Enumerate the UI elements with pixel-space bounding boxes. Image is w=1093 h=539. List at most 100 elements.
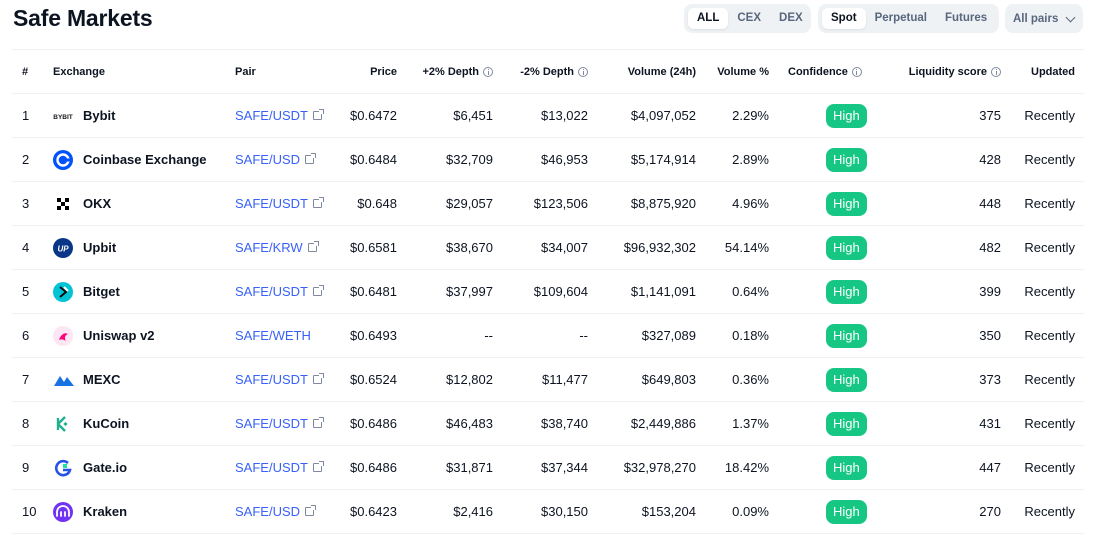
exchange-cell[interactable]: Bitget	[53, 270, 120, 313]
header-pair[interactable]: Pair	[235, 65, 256, 78]
table-row: 2 Coinbase Exchange SAFE/USD $0.6484 $32,709…	[12, 138, 1084, 182]
header-exchange[interactable]: Exchange	[53, 65, 105, 78]
table-row: 8 KuCoin SAFE/USDT $0.6486 $46,483 $38,740 $2,…	[12, 402, 1084, 446]
bybit-logo-icon: BYBIT	[53, 105, 73, 126]
exchange-name: Uniswap v2	[83, 328, 155, 343]
filter-perpetual-button[interactable]: Perpetual	[874, 12, 927, 24]
exchange-name: Kraken	[83, 504, 128, 519]
exchange-name: MEXC	[83, 372, 121, 387]
info-icon[interactable]	[991, 66, 1001, 77]
rank-cell: 10	[22, 504, 37, 519]
liquidity-cell: 399	[979, 284, 1001, 299]
header-minus-depth[interactable]: -2% Depth	[498, 50, 588, 93]
filter-dex-button[interactable]: DEX	[779, 12, 803, 24]
external-link-icon	[307, 241, 319, 252]
price-cell: $0.6484	[350, 152, 397, 167]
confidence-badge: High	[826, 455, 867, 480]
filter-spot-button[interactable]: Spot	[822, 8, 866, 29]
volume-pct-cell: 0.18%	[732, 328, 769, 343]
rank-cell: 9	[22, 460, 30, 475]
table-row: 6 Uniswap v2 SAFE/WETH $0.6493 -- -- $327,089 0…	[12, 314, 1084, 358]
volume-cell: $649,803	[641, 372, 696, 387]
pair-link[interactable]: SAFE/USDT	[235, 358, 324, 401]
table-row: 10 Kraken SAFE/USD $0.6423 $2,416 $30,150 $153…	[12, 490, 1084, 534]
filter-cex-button[interactable]: CEX	[737, 12, 762, 24]
pair-label: SAFE/USDT	[235, 196, 308, 211]
pair-link[interactable]: SAFE/USD	[235, 138, 317, 181]
confidence-cell: High	[826, 270, 867, 313]
header-liquidity[interactable]: Liquidity score	[882, 50, 1001, 93]
plus-depth-cell: $12,802	[446, 372, 493, 387]
confidence-badge: High	[826, 367, 867, 392]
pair-link[interactable]: SAFE/KRW	[235, 226, 319, 269]
volume-pct-cell: 0.36%	[732, 372, 769, 387]
liquidity-cell: 447	[979, 460, 1001, 475]
bitget-logo-icon	[53, 281, 73, 302]
plus-depth-cell: --	[484, 328, 493, 343]
pair-link[interactable]: SAFE/WETH	[235, 314, 311, 357]
minus-depth-cell: $34,007	[541, 240, 588, 255]
pair-label: SAFE/KRW	[235, 240, 303, 255]
exchange-cell[interactable]: Uniswap v2	[53, 314, 155, 357]
info-icon[interactable]	[483, 66, 493, 77]
updated-cell: Recently	[1024, 240, 1075, 255]
rank-cell: 5	[22, 284, 30, 299]
exchange-name: Bybit	[83, 108, 116, 123]
uniswap-logo-icon	[53, 325, 73, 346]
price-cell: $0.6486	[350, 460, 397, 475]
pair-link[interactable]: SAFE/USDT	[235, 94, 324, 137]
exchange-cell[interactable]: OKX	[53, 182, 111, 225]
liquidity-cell: 373	[979, 372, 1001, 387]
info-icon[interactable]	[578, 66, 588, 77]
pair-link[interactable]: SAFE/USDT	[235, 182, 324, 225]
header-price[interactable]: Price	[370, 65, 397, 78]
volume-pct-cell: 0.09%	[732, 504, 769, 519]
upbit-logo-icon: UP	[53, 237, 73, 258]
header-confidence[interactable]: Confidence	[788, 50, 862, 93]
header-volume[interactable]: Volume (24h)	[627, 65, 696, 78]
minus-depth-cell: $13,022	[541, 108, 588, 123]
header-updated[interactable]: Updated	[1031, 65, 1075, 78]
pair-label: SAFE/USDT	[235, 372, 308, 387]
exchange-cell[interactable]: Coinbase Exchange	[53, 138, 207, 181]
pair-label: SAFE/USDT	[235, 416, 308, 431]
filter-futures-button[interactable]: Futures	[944, 12, 988, 24]
exchange-name: OKX	[83, 196, 112, 211]
header-rank[interactable]: #	[22, 65, 29, 78]
table-row: 9 Gate.io SAFE/USDT $0.6486 $31,871 $37,344 $3…	[12, 446, 1084, 490]
coinbase-logo-icon	[53, 149, 73, 170]
external-link-icon	[312, 197, 324, 208]
exchange-cell[interactable]: Gate.io	[53, 446, 127, 489]
price-cell: $0.6493	[350, 328, 397, 343]
exchange-cell[interactable]: BYBIT Bybit	[53, 94, 116, 137]
markets-table: # Exchange Pair Price +2% Depth -2% Dept…	[12, 49, 1084, 534]
rank-cell: 7	[22, 372, 30, 387]
liquidity-cell: 448	[979, 196, 1001, 211]
filter-all-button[interactable]: ALL	[688, 8, 729, 29]
header-volume-pct[interactable]: Volume %	[717, 65, 769, 78]
updated-cell: Recently	[1024, 152, 1075, 167]
updated-cell: Recently	[1024, 108, 1075, 123]
pair-link[interactable]: SAFE/USDT	[235, 446, 324, 489]
volume-pct-cell: 1.37%	[732, 416, 769, 431]
confidence-cell: High	[826, 226, 867, 269]
pair-link[interactable]: SAFE/USDT	[235, 270, 324, 313]
confidence-badge: High	[826, 235, 867, 260]
confidence-badge: High	[826, 103, 867, 128]
liquidity-cell: 431	[979, 416, 1001, 431]
pair-link[interactable]: SAFE/USD	[235, 490, 317, 533]
header-plus-depth[interactable]: +2% Depth	[402, 50, 493, 93]
pairs-dropdown[interactable]: All pairs	[1005, 4, 1083, 33]
exchange-cell[interactable]: MEXC	[53, 358, 121, 401]
header-liquidity-label: Liquidity score	[908, 65, 987, 78]
exchange-cell[interactable]: UP Upbit	[53, 226, 116, 269]
minus-depth-cell: $38,740	[541, 416, 588, 431]
volume-cell: $1,141,091	[630, 284, 696, 299]
pair-label: SAFE/USD	[235, 152, 301, 167]
pair-link[interactable]: SAFE/USDT	[235, 402, 324, 445]
exchange-cell[interactable]: KuCoin	[53, 402, 129, 445]
minus-depth-cell: $37,344	[541, 460, 588, 475]
liquidity-cell: 428	[979, 152, 1001, 167]
info-icon[interactable]	[851, 66, 862, 77]
exchange-cell[interactable]: Kraken	[53, 490, 127, 533]
